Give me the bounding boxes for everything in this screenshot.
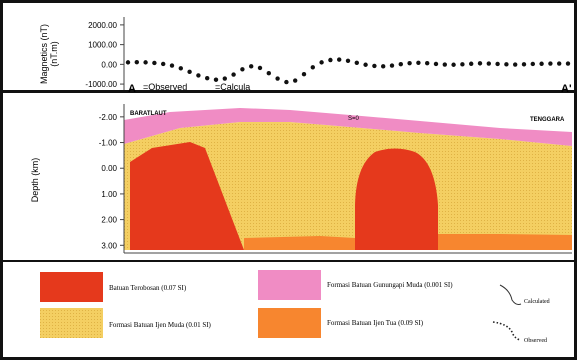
magnetics-ylabel: Magnetics (nT)	[39, 24, 49, 84]
magnetics-y-ticks: 2000.00 1000.00 0.00 -1000.00	[85, 21, 124, 89]
magnetics-tick-label: 2000.00	[88, 21, 117, 30]
observed-point	[161, 61, 166, 67]
profile-start-label: A	[128, 83, 136, 95]
observed-point	[363, 62, 368, 67]
observed-point	[513, 62, 518, 67]
observed-point	[257, 65, 263, 71]
legend-calculated-text: Calculated	[524, 299, 550, 305]
observed-point	[231, 72, 236, 77]
magnetics-tick-label: -1000.00	[85, 80, 117, 89]
depth-tick-label: 1.00	[101, 190, 117, 199]
observed-point	[521, 62, 527, 67]
observed-point	[548, 61, 553, 66]
depth-panel: Depth (km) -2.00 -1.00 0.00 1.00 2.00 3.00 BA…	[30, 104, 572, 254]
observed-point	[196, 73, 201, 78]
magnetics-tick-label: 1000.00	[88, 41, 117, 50]
observed-point	[504, 62, 509, 67]
profile-end-label: A'	[561, 83, 572, 95]
observed-point	[407, 60, 412, 66]
observed-point	[266, 71, 271, 76]
observed-point	[416, 60, 421, 65]
observed-point	[389, 63, 395, 68]
observed-point	[398, 61, 403, 67]
observed-point	[125, 60, 131, 65]
depth-tick-label: 0.00	[101, 164, 117, 173]
legend-swatch-gunungapi	[258, 270, 321, 300]
panel-divider-2	[0, 260, 577, 262]
observed-point	[530, 61, 535, 67]
depth-tick-label: 3.00	[101, 241, 117, 250]
legend-observed-line	[492, 321, 521, 341]
terobosan-intrusion-right	[355, 148, 438, 250]
panel-divider-1	[0, 90, 577, 93]
label-s0: S=0	[348, 116, 360, 122]
ijen-muda-layer	[124, 122, 572, 250]
observed-point	[143, 60, 148, 65]
observed-point	[187, 69, 192, 75]
observed-point	[486, 61, 491, 66]
legend-label-ijen-muda: Formasi Batuan Ijen Muda (0.01 SI)	[109, 321, 212, 329]
magnetics-plot-area	[124, 17, 572, 90]
observed-point	[293, 78, 298, 83]
observed-point	[495, 61, 500, 67]
observed-point	[565, 61, 571, 66]
legend-swatch-terobosan	[40, 272, 103, 302]
legend-label-gunungapi: Formasi Batuan Gunungapi Muda (0.001 SI)	[327, 281, 453, 289]
observed-point	[178, 66, 183, 71]
observed-point	[249, 64, 254, 69]
observed-point	[301, 72, 307, 77]
legend-calculated-line	[499, 284, 522, 305]
label-tenggara: TENGGARA	[530, 117, 565, 123]
depth-tick-label: -1.00	[99, 139, 118, 148]
observed-point	[372, 63, 377, 69]
observed-point	[275, 76, 280, 81]
depth-y-ticks: -2.00 -1.00 0.00 1.00 2.00 3.00	[99, 113, 124, 250]
observed-point	[345, 58, 351, 63]
observed-point	[328, 57, 333, 63]
depth-ylabel: Depth (km)	[30, 158, 40, 203]
observed-point	[451, 62, 456, 67]
observed-point	[222, 76, 227, 81]
observed-point	[152, 60, 157, 66]
observed-point	[213, 77, 219, 82]
gunungapi-muda-layer	[124, 108, 572, 146]
magnetics-panel: Magnetics (nT) (nT.m) 2000.00 1000.00 0.00…	[39, 17, 572, 95]
observed-point	[381, 64, 386, 69]
legend-swatch-ijen-tua	[258, 308, 321, 338]
observed-point	[205, 75, 210, 81]
magnetics-tick-label: 0.00	[101, 60, 117, 69]
depth-tick-label: -2.00	[99, 113, 118, 122]
legend-observed-text: Observed	[524, 338, 547, 344]
observed-point	[319, 60, 324, 65]
observed-point	[477, 61, 483, 66]
legend-label-terobosan: Batuan Terobosan (0.07 SI)	[109, 284, 187, 292]
observed-point	[337, 57, 342, 62]
legend-observed-label: =Observed	[143, 82, 187, 92]
ijen-tua-layer-right	[438, 234, 572, 250]
observed-point	[557, 61, 562, 66]
legend-swatch-ijen-muda	[40, 308, 103, 338]
observed-point	[469, 61, 474, 66]
observed-point	[460, 62, 465, 67]
observed-point	[354, 60, 359, 65]
observed-point	[284, 79, 289, 85]
depth-tick-label: 2.00	[101, 216, 117, 225]
ijen-tua-layer	[244, 236, 355, 250]
observed-point	[442, 62, 447, 67]
observed-point	[310, 65, 315, 70]
observed-series	[125, 57, 571, 85]
legend-label-ijen-tua: Formasi Batuan Ijen Tua (0.09 SI)	[327, 319, 424, 327]
legend-calculated-label: =Calcula	[215, 82, 250, 92]
label-baratlaut: BARATLAUT	[130, 111, 167, 117]
observed-point	[240, 67, 245, 72]
magnetics-ylabel-unit: (nT.m)	[49, 41, 59, 67]
observed-point	[425, 60, 430, 66]
observed-point	[169, 63, 175, 68]
terobosan-intrusion-left	[130, 142, 244, 250]
legend-panel: Batuan Terobosan (0.07 SI) Formasi Batua…	[40, 270, 550, 344]
observed-point	[433, 61, 439, 67]
observed-point	[539, 61, 544, 66]
observed-point	[134, 59, 139, 65]
